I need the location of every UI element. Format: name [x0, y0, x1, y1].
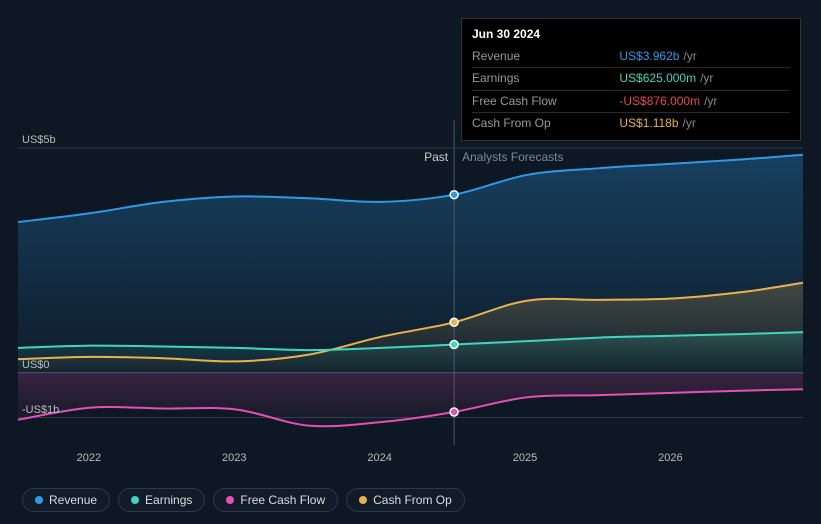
x-axis-tick-label: 2026: [658, 452, 682, 464]
legend-dot-icon: [226, 496, 234, 504]
x-axis-tick-label: 2024: [367, 452, 391, 464]
x-axis-tick-label: 2025: [513, 452, 537, 464]
x-axis-tick-label: 2022: [77, 452, 101, 464]
tooltip-row-value: US$625.000m: [619, 71, 696, 85]
tooltip-row-unit: /yr: [679, 49, 696, 63]
tooltip-row-label: Cash From Op: [472, 112, 619, 134]
y-axis-tick-label: -US$1b: [22, 404, 59, 416]
chart-tooltip: Jun 30 2024 RevenueUS$3.962b/yr Earnings…: [461, 18, 801, 141]
tooltip-row-value: US$1.118b: [619, 116, 678, 130]
legend-dot-icon: [359, 496, 367, 504]
tooltip-row-value: -US$876.000m: [619, 94, 700, 108]
tooltip-row-label: Free Cash Flow: [472, 90, 619, 112]
tooltip-row-unit: /yr: [679, 116, 696, 130]
legend-item-label: Cash From Op: [373, 493, 452, 507]
tooltip-row-label: Revenue: [472, 46, 619, 68]
tooltip-row-value: US$3.962b: [619, 49, 679, 63]
past-section-label: Past: [424, 150, 448, 164]
legend-item-label: Revenue: [49, 493, 97, 507]
financial-forecast-chart: { "chart": { "type": "area-line", "width…: [0, 0, 821, 524]
tooltip-date: Jun 30 2024: [472, 25, 790, 44]
legend-dot-icon: [35, 496, 43, 504]
tooltip-row-unit: /yr: [700, 94, 717, 108]
y-axis-tick-label: US$0: [22, 359, 50, 371]
x-axis-tick-label: 2023: [222, 452, 246, 464]
legend-item-earnings[interactable]: Earnings: [118, 488, 205, 512]
legend-item-revenue[interactable]: Revenue: [22, 488, 110, 512]
forecast-section-label: Analysts Forecasts: [462, 150, 563, 164]
legend-item-label: Free Cash Flow: [240, 493, 325, 507]
chart-legend: Revenue Earnings Free Cash Flow Cash From O…: [22, 488, 465, 512]
legend-dot-icon: [131, 496, 139, 504]
legend-item-label: Earnings: [145, 493, 192, 507]
y-axis-tick-label: US$5b: [22, 134, 56, 146]
legend-item-cash_from_op[interactable]: Cash From Op: [346, 488, 465, 512]
tooltip-row-unit: /yr: [696, 71, 713, 85]
legend-item-fcf[interactable]: Free Cash Flow: [213, 488, 338, 512]
tooltip-row-label: Earnings: [472, 68, 619, 90]
